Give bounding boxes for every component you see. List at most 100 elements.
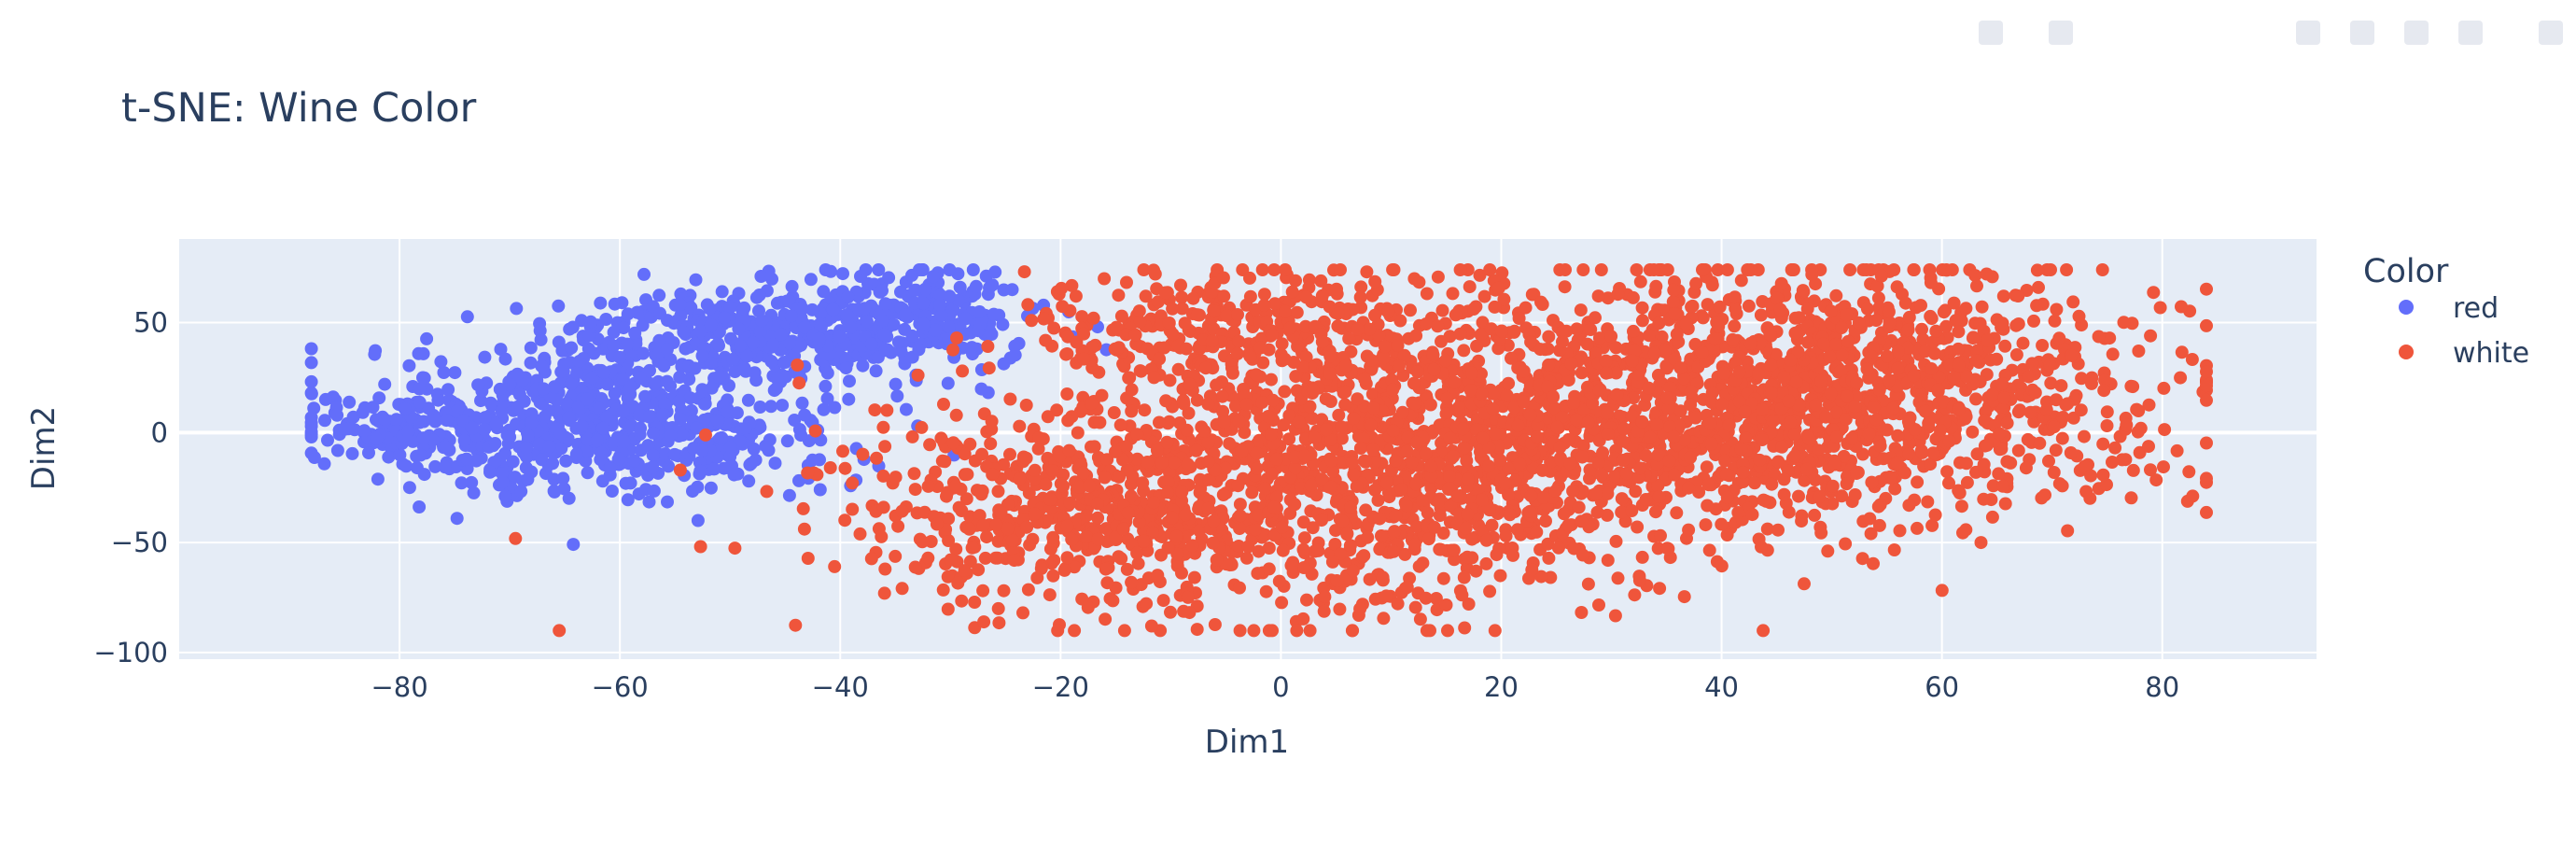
data-point xyxy=(1757,624,1770,637)
data-point xyxy=(403,481,416,494)
data-point xyxy=(890,389,903,402)
data-point xyxy=(1939,320,1953,333)
data-point xyxy=(1449,308,1463,321)
data-point xyxy=(525,416,538,429)
data-point xyxy=(973,305,987,318)
data-point xyxy=(737,302,750,315)
data-point xyxy=(1616,492,1629,505)
data-point xyxy=(378,378,391,391)
data-point xyxy=(908,284,921,297)
data-point xyxy=(638,390,651,403)
data-point xyxy=(1216,390,1229,403)
data-point xyxy=(1277,544,1290,557)
data-point xyxy=(2000,455,2013,468)
data-point xyxy=(1609,610,1622,623)
data-point xyxy=(679,343,692,356)
data-point xyxy=(677,326,690,339)
data-point xyxy=(2010,348,2023,361)
modebar-button[interactable] xyxy=(2296,21,2320,45)
modebar-button[interactable] xyxy=(2404,21,2429,45)
data-point xyxy=(1409,601,1422,614)
data-point xyxy=(1728,319,1741,332)
data-point xyxy=(318,414,331,427)
data-point xyxy=(624,381,637,394)
data-point xyxy=(986,468,999,481)
data-point xyxy=(753,288,766,302)
data-point xyxy=(1600,355,1613,368)
data-point xyxy=(1653,490,1666,503)
data-point xyxy=(1849,488,1862,501)
data-point xyxy=(2132,345,2145,358)
data-point xyxy=(1122,506,1135,519)
data-point xyxy=(661,496,674,509)
data-point xyxy=(2012,317,2025,331)
data-point xyxy=(1218,415,1231,429)
data-point xyxy=(1649,280,1662,293)
data-point xyxy=(1701,298,1715,311)
data-point xyxy=(439,460,452,473)
data-point xyxy=(943,263,956,276)
data-point xyxy=(1113,471,1126,484)
data-point xyxy=(1320,392,1333,405)
data-point xyxy=(1765,387,1778,400)
modebar-button[interactable] xyxy=(1979,21,2003,45)
data-point xyxy=(1850,467,1863,480)
data-point xyxy=(1407,377,1421,390)
data-point xyxy=(1344,501,1357,514)
data-point xyxy=(839,462,852,475)
data-point xyxy=(909,561,922,574)
data-point xyxy=(689,362,702,375)
data-point xyxy=(563,411,576,424)
data-point xyxy=(699,397,712,410)
data-point xyxy=(821,367,834,380)
data-point xyxy=(1792,490,1805,503)
data-point xyxy=(1700,518,1713,531)
modebar-button[interactable] xyxy=(2049,21,2073,45)
data-point xyxy=(1798,577,1811,590)
data-point xyxy=(597,366,610,379)
data-point xyxy=(1563,457,1576,470)
data-point xyxy=(1114,418,1127,431)
data-point xyxy=(1928,347,1941,360)
data-point xyxy=(1843,263,1856,276)
data-point xyxy=(2084,470,2097,483)
data-point xyxy=(1729,290,1742,303)
data-point xyxy=(1432,271,1445,284)
data-point xyxy=(1625,504,1638,517)
data-point xyxy=(634,422,647,435)
data-point xyxy=(764,355,777,368)
data-point xyxy=(581,393,594,406)
data-point xyxy=(1087,312,1100,325)
data-point xyxy=(1883,305,1896,318)
modebar-button[interactable] xyxy=(2539,21,2563,45)
data-point xyxy=(921,552,934,565)
data-point xyxy=(821,392,834,405)
modebar-button[interactable] xyxy=(2458,21,2483,45)
data-point xyxy=(817,285,830,298)
data-point xyxy=(745,457,758,470)
data-point xyxy=(1168,457,1181,470)
data-point xyxy=(401,425,414,438)
data-point xyxy=(2054,379,2067,392)
modebar-button[interactable] xyxy=(2350,21,2374,45)
data-point xyxy=(1179,508,1192,521)
data-point xyxy=(652,288,665,302)
data-point xyxy=(844,321,857,334)
data-point xyxy=(976,584,989,598)
data-point xyxy=(1902,415,1915,429)
data-point xyxy=(1029,507,1042,520)
data-point xyxy=(1595,468,1608,481)
data-point xyxy=(1240,398,1253,411)
data-point xyxy=(1502,488,1515,501)
data-point xyxy=(1424,399,1437,412)
modebar[interactable] xyxy=(1979,21,2563,45)
data-point xyxy=(1561,519,1575,532)
data-point xyxy=(870,364,883,377)
data-point xyxy=(609,298,622,311)
data-point xyxy=(1155,457,1169,470)
data-point xyxy=(460,453,473,466)
data-point xyxy=(1919,405,1932,418)
data-point xyxy=(2012,444,2025,457)
data-point xyxy=(879,297,892,310)
data-point xyxy=(1968,269,1981,282)
